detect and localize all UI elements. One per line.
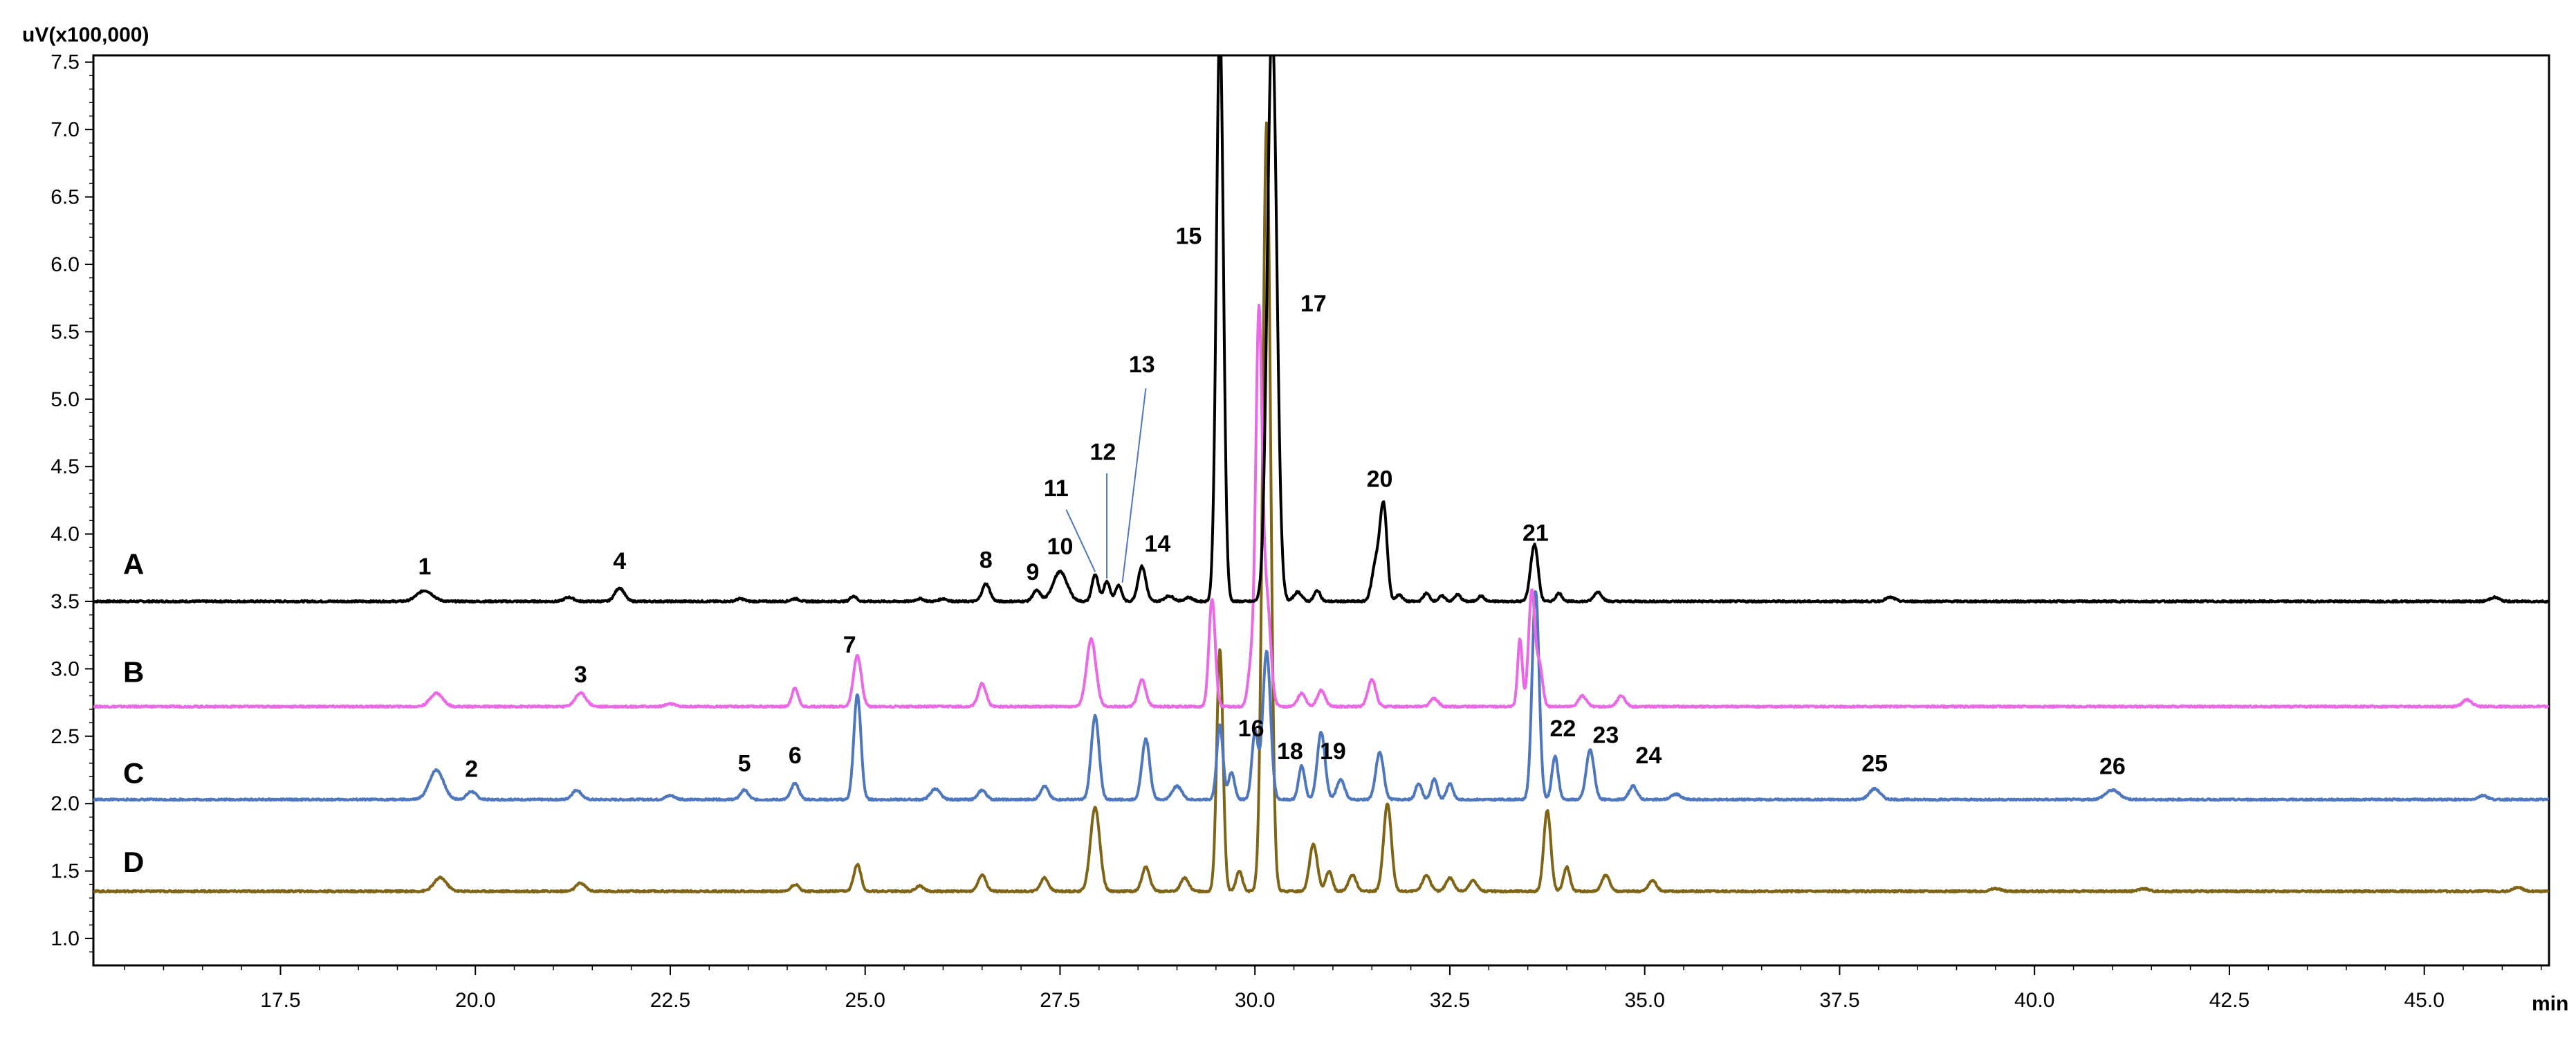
peak-label-20: 20	[1367, 466, 1393, 492]
trace-label-c: C	[123, 756, 144, 789]
trace-c-line	[93, 590, 2549, 802]
peak-11-leader	[1065, 509, 1096, 572]
x-tick-label: 30.0	[1235, 989, 1275, 1012]
x-tick-label: 42.5	[2209, 989, 2250, 1012]
peak-label-12: 12	[1090, 439, 1116, 465]
y-tick-label: 1.5	[50, 860, 80, 883]
peak-label-25: 25	[1861, 750, 1888, 776]
peak-label-2: 2	[465, 756, 478, 782]
plot-area-frame	[92, 54, 2550, 967]
peak-label-21: 21	[1522, 520, 1549, 546]
peak-label-7: 7	[843, 632, 856, 658]
y-tick-label: 1.0	[50, 927, 80, 950]
y-tick-label: 3.5	[50, 590, 80, 613]
peak-label-6: 6	[789, 743, 802, 769]
peak-label-13: 13	[1129, 352, 1155, 378]
trace-d-line	[93, 121, 2549, 893]
y-unit-label: uV(x100,000)	[22, 24, 149, 46]
y-tick-label: 7.5	[50, 51, 80, 74]
trace-labels: A B C D	[123, 547, 144, 878]
x-tick-label: 22.5	[650, 989, 690, 1012]
peak-label-23: 23	[1592, 723, 1619, 749]
trace-label-b: B	[123, 655, 144, 688]
x-tick-label: 37.5	[1819, 989, 1859, 1012]
y-axis: 1.0 1.5 2.0 2.5 3.0 3.5 4.0 4.5 5.0 5.5 6.0 6.5 7.0 7…	[50, 51, 93, 953]
peak-label-17: 17	[1300, 291, 1327, 317]
peak-label-9: 9	[1027, 559, 1040, 585]
y-tick-label: 5.5	[50, 320, 80, 343]
peak-label-3: 3	[574, 662, 587, 688]
peak-label-22: 22	[1549, 716, 1576, 742]
x-tick-label: 35.0	[1625, 989, 1665, 1012]
y-tick-label: 2.0	[50, 792, 80, 815]
x-unit-label: min	[2532, 992, 2568, 1015]
y-tick-label: 3.0	[50, 657, 80, 680]
peak-annotations	[1065, 388, 1147, 583]
peak-label-11: 11	[1044, 475, 1069, 502]
peak-label-24: 24	[1635, 743, 1662, 769]
peak-label-26: 26	[2099, 753, 2126, 779]
y-tick-label: 6.5	[50, 186, 80, 209]
x-tick-label: 20.0	[455, 989, 495, 1012]
y-tick-label: 6.0	[50, 253, 80, 276]
x-tick-label: 25.0	[845, 989, 885, 1012]
y-tick-label: 4.0	[50, 523, 80, 546]
peak-label-5: 5	[738, 750, 751, 776]
x-axis: 17.5 20.0 22.5 25.0 27.5 30.0 32.5 35.0 37.5 40.0…	[124, 965, 2542, 1012]
x-tick-label: 17.5	[260, 989, 300, 1012]
chromatogram-traces	[93, 55, 2549, 893]
y-tick-label: 4.5	[50, 455, 80, 478]
trace-label-a: A	[123, 547, 144, 580]
y-tick-label: 5.0	[50, 388, 80, 411]
peak-label-8: 8	[979, 547, 993, 573]
peak-label-4: 4	[613, 548, 626, 574]
peak-label-19: 19	[1320, 738, 1346, 765]
peak-label-1: 1	[418, 554, 432, 580]
peak-label-14: 14	[1144, 531, 1170, 557]
x-tick-label: 27.5	[1040, 989, 1080, 1012]
x-tick-label: 45.0	[2404, 989, 2444, 1012]
x-tick-label: 32.5	[1430, 989, 1470, 1012]
peak-13-leader	[1121, 388, 1147, 583]
y-tick-label: 7.0	[50, 118, 80, 141]
trace-label-d: D	[123, 846, 144, 878]
trace-a-line	[93, 55, 2549, 604]
peak-label-16: 16	[1238, 716, 1264, 742]
peak-label-18: 18	[1277, 738, 1303, 765]
peak-label-10: 10	[1047, 534, 1074, 560]
y-tick-label: 2.5	[50, 725, 80, 748]
trace-b-line	[93, 303, 2549, 709]
x-tick-label: 40.0	[2014, 989, 2054, 1012]
peak-label-15: 15	[1175, 224, 1202, 250]
